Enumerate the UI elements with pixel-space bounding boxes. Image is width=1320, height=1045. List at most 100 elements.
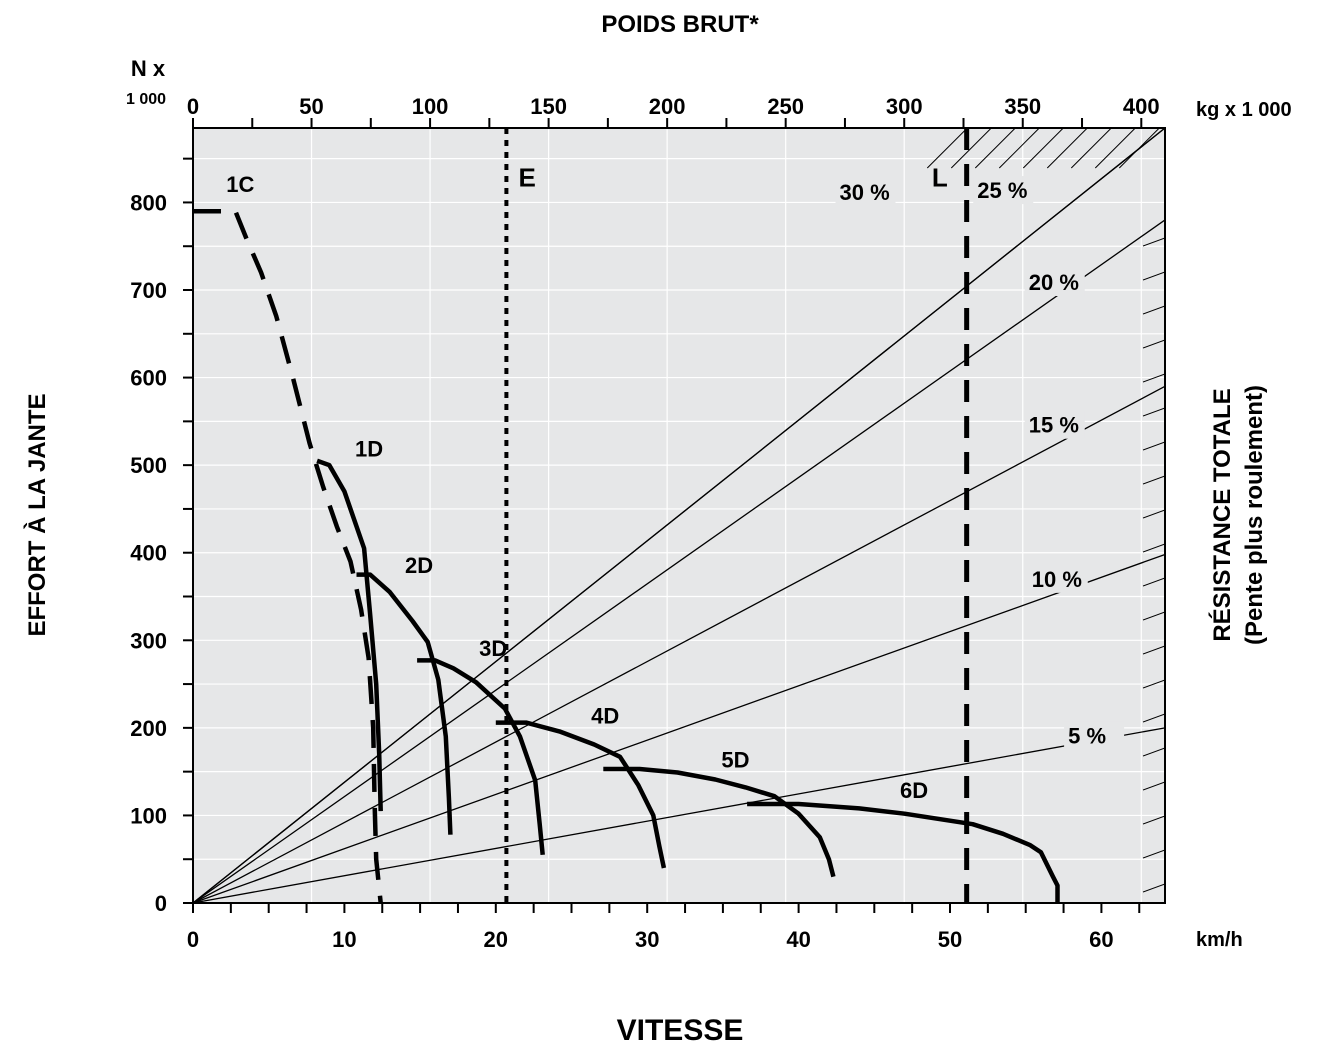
y-tick-label: 600 [130, 366, 167, 391]
x-tick-label: 50 [938, 927, 962, 952]
top-tick-label: 50 [299, 94, 323, 119]
top-tick-label: 300 [886, 94, 923, 119]
gear-label: 2D [405, 553, 433, 578]
top-axis-title: POIDS BRUT* [601, 11, 759, 38]
top-tick-label: 350 [1004, 94, 1041, 119]
gear-curve [356, 572, 453, 835]
x-unit-label: km/h [1196, 929, 1243, 951]
hatch-line [1143, 918, 1165, 926]
hatch-line [1142, 645, 1165, 655]
x-tick-label: 60 [1089, 927, 1113, 952]
top-tick-label: 200 [649, 94, 686, 119]
top-unit-label: kg x 1 000 [1196, 99, 1292, 121]
hatch-line [1142, 577, 1165, 587]
hatch-line [1142, 815, 1165, 825]
hatch-line [1046, 128, 1088, 169]
hatch-line [1142, 713, 1165, 723]
gear-label: 5D [721, 747, 749, 772]
hatch-region [926, 128, 1165, 960]
gear-curve [747, 801, 1060, 903]
grade-label-bg [973, 176, 1034, 205]
gear-curve [603, 766, 836, 878]
reference-label: L [932, 163, 948, 193]
gear-curve [417, 658, 545, 856]
hatch-line [1143, 952, 1165, 960]
hatch-line [1142, 611, 1165, 621]
y-unit-line2: 1 000 [126, 91, 166, 108]
gear-label: 6D [900, 778, 928, 803]
hatch-line [1070, 128, 1112, 169]
reference-label: E [519, 163, 536, 193]
hatch-line [1142, 407, 1165, 417]
y-tick-label: 200 [130, 716, 167, 741]
grade-label: 20 % [1029, 270, 1079, 295]
hatch-line [1142, 237, 1165, 247]
right-axis-title: RÉSISTANCE TOTALE [1208, 388, 1236, 641]
top-tick-label: 0 [187, 94, 199, 119]
grade-line [192, 127, 1166, 904]
x-tick-label: 40 [786, 927, 810, 952]
right-axis-subtitle: (Pente plus roulement) [1241, 385, 1268, 645]
gear-curve [316, 458, 383, 812]
gear-label: 1C [226, 172, 254, 197]
y-tick-label: 500 [130, 453, 167, 478]
y-tick-label: 0 [155, 891, 167, 916]
gear-label: 3D [479, 636, 507, 661]
grade-label-bg [1027, 564, 1088, 593]
gear-curve [495, 720, 667, 869]
gear-label: 1D [355, 436, 383, 461]
hatch-line [1142, 679, 1165, 689]
y-tick-label: 700 [130, 278, 167, 303]
hatch-line [1142, 747, 1165, 757]
x-tick-label: 20 [484, 927, 508, 952]
top-tick-label: 100 [412, 94, 449, 119]
chart-labels: 5 % 10 % 15 % 20 % 25 % 30 % [835, 176, 1125, 750]
hatch-line [1022, 128, 1064, 169]
y-tick-label: 400 [130, 541, 167, 566]
grade-line [192, 727, 1166, 904]
hatch-line [1142, 883, 1165, 893]
hatch-line [1094, 128, 1136, 169]
grade-label: 30 % [839, 180, 889, 205]
x-tick-label: 30 [635, 927, 659, 952]
grade-label-bg [1064, 721, 1125, 750]
grid [193, 128, 1165, 903]
hatch-line [1142, 305, 1165, 315]
hatch-line [1142, 849, 1165, 859]
hatch-line [998, 128, 1040, 169]
grade-label: 10 % [1032, 567, 1082, 592]
hatch-line [926, 128, 968, 169]
grade-label-bg [1024, 268, 1085, 297]
hatch-line [1142, 475, 1165, 485]
grade-label: 25 % [977, 178, 1027, 203]
y-tick-label: 800 [130, 190, 167, 215]
grade-line [192, 219, 1166, 904]
grade-label-bg [1024, 410, 1085, 439]
top-tick-label: 150 [530, 94, 567, 119]
grade-label: 5 % [1068, 724, 1106, 749]
y-unit-line1: N x [131, 56, 166, 81]
top-tick-label: 400 [1123, 94, 1160, 119]
hatch-line [1142, 373, 1165, 383]
grade-line [192, 385, 1166, 904]
top-tick-label: 250 [767, 94, 804, 119]
grade-line [192, 553, 1166, 904]
grade-lines [192, 127, 1166, 904]
hatch-line [1142, 509, 1165, 519]
hatch-line [1118, 128, 1160, 169]
hatch-line [1142, 543, 1165, 553]
bottom-axis-title: VITESSE [617, 1014, 744, 1045]
left-axis-title: EFFORT À LA JANTE [23, 393, 51, 636]
hatch-line [974, 128, 1016, 169]
y-tick-label: 300 [130, 628, 167, 653]
plot-frame [192, 127, 1166, 904]
hatch-line [1142, 271, 1165, 281]
hatch-line [950, 128, 992, 169]
hatch-line [1142, 339, 1165, 349]
hatch-line [1142, 781, 1165, 791]
grade-label: 15 % [1029, 413, 1079, 438]
hatch-line [1142, 441, 1165, 451]
